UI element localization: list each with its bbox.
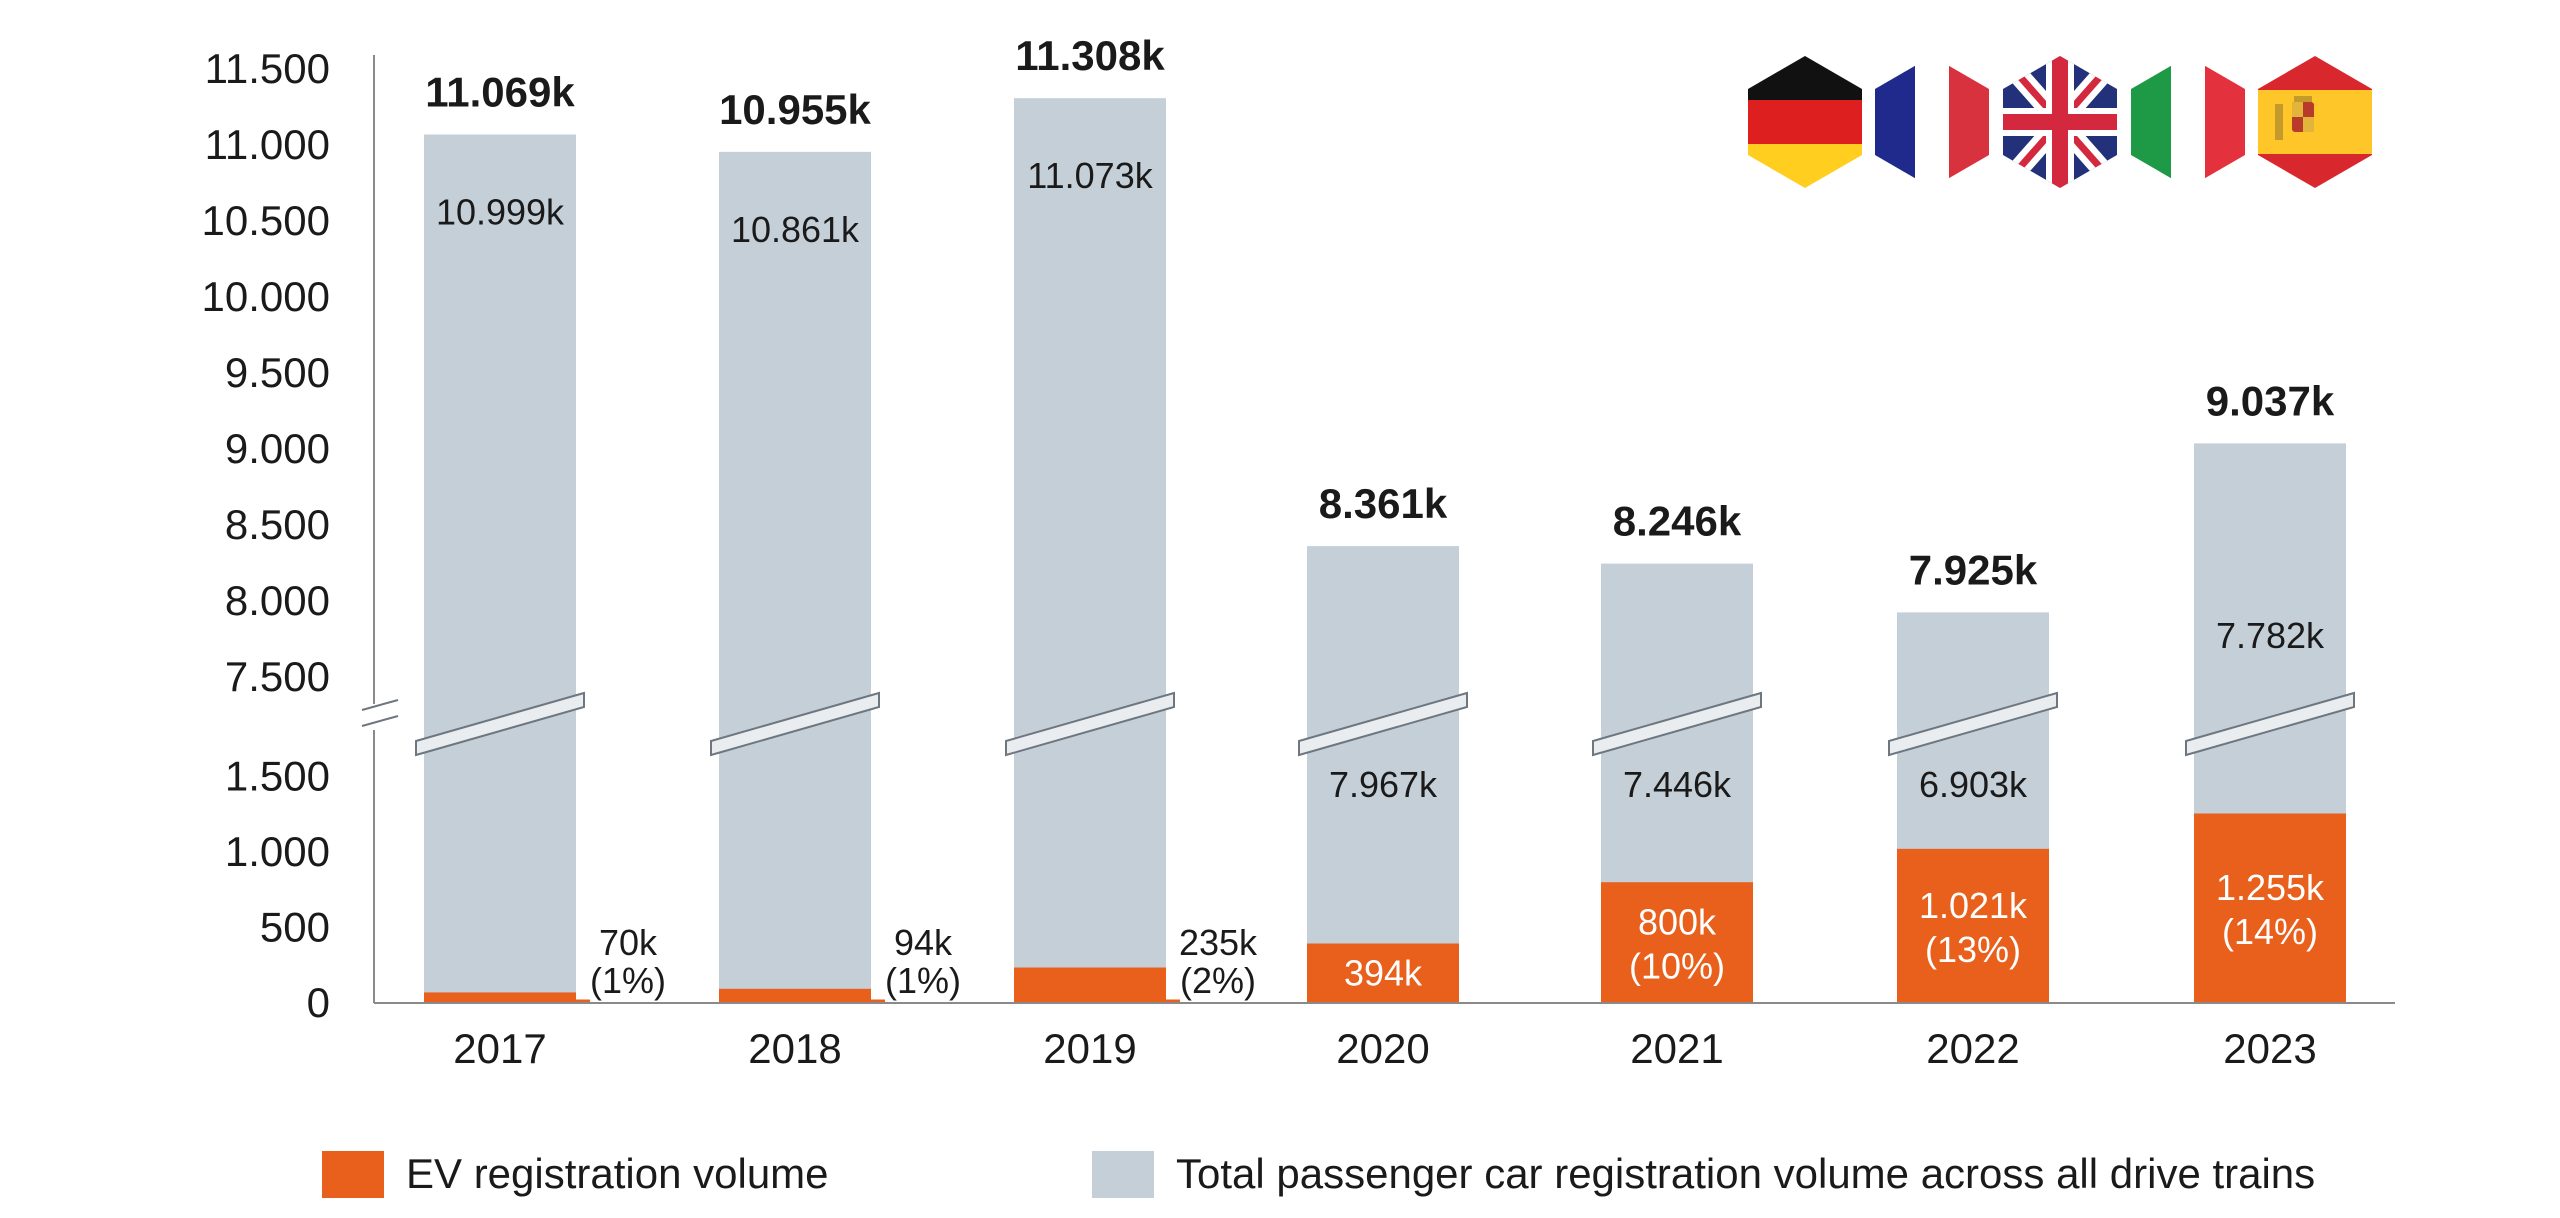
bar-ev-2022 [1897,848,2049,1003]
x-tick-label-2017: 2017 [453,1025,546,1072]
y-tick-label-500: 500 [260,904,330,951]
ev-share-label-2021: (10%) [1629,946,1725,987]
spain-flag [2258,56,2372,188]
axis-break-marker-2020 [1298,691,1468,757]
axis-break-marker-2018 [710,691,880,757]
axis-break-marker-2021 [1592,691,1762,757]
bar-ev-2017 [424,992,576,1003]
total-value-label-2021: 7.446k [1623,764,1732,805]
bar-ev-2020 [1307,943,1459,1003]
total-value-label-2017: 10.999k [436,192,565,233]
total-label-2020: 8.361k [1319,480,1448,527]
bar-ev-2021 [1601,882,1753,1003]
y-tick-label-8500: 8.500 [225,501,330,548]
y-tick-label-9000: 9.000 [225,425,330,472]
total-value-label-2020: 7.967k [1329,764,1438,805]
total-value-label-2023: 7.782k [2216,615,2325,656]
ev-value-label-2020: 394k [1344,953,1423,994]
bar-total-2020 [1307,546,1459,1003]
ev-value-label-2021: 800k [1638,902,1717,943]
total-label-2017: 11.069k [425,69,575,116]
uk-flag [2003,56,2117,188]
germany-flag [1748,56,1862,188]
total-value-label-2022: 6.903k [1919,764,2028,805]
ev-share-label-2019: (2%) [1180,960,1256,1001]
legend-ev-swatch [322,1151,384,1198]
ev-share-label-2018: (1%) [885,960,961,1001]
total-label-2021: 8.246k [1613,498,1742,545]
ev-share-label-2022: (13%) [1925,929,2021,970]
y-axis-break-mark-bottom [361,715,399,727]
y-tick-label-8000: 8.000 [225,577,330,624]
y-tick-label-10500: 10.500 [202,197,330,244]
bar-total-2018 [719,151,871,1004]
axis-break-marker-2023 [2185,691,2355,757]
axis-break-marker-2017 [415,691,585,757]
y-tick-label-9500: 9.500 [225,349,330,396]
y-tick-label-11500: 11.500 [205,45,330,92]
ev-value-label-2019: 235k [1179,922,1258,963]
bar-ev-2018 [719,988,871,1003]
bar-ev-2019 [1014,967,1166,1003]
bar-total-2019 [1014,98,1166,1003]
total-label-2018: 10.955k [719,86,871,133]
italy-flag [2131,56,2245,188]
x-tick-label-2020: 2020 [1336,1025,1429,1072]
axis-break-marker-2019 [1005,691,1175,757]
ev-value-label-2023: 1.255k [2216,867,2325,908]
bar-total-2017 [424,134,576,1004]
legend-ev-label: EV registration volume [406,1150,829,1197]
x-tick-label-2019: 2019 [1043,1025,1136,1072]
legend-total-swatch [1092,1151,1154,1198]
x-tick-label-2023: 2023 [2223,1025,2316,1072]
total-label-2019: 11.308k [1015,32,1165,79]
y-tick-label-1000: 1.000 [225,828,330,875]
ev-share-label-2023: (14%) [2222,911,2318,952]
y-tick-label-1500: 1.500 [225,753,330,800]
x-tick-label-2018: 2018 [748,1025,841,1072]
y-tick-label-7500: 7.500 [225,653,330,700]
legend-total-label: Total passenger car registration volume … [1176,1150,2315,1197]
total-value-label-2018: 10.861k [731,209,860,250]
france-flag [1875,56,1989,188]
spain-coat-of-arms-icon [2275,96,2314,140]
ev-value-label-2018: 94k [894,922,953,963]
plot-area: 11.069k10.999k70k(1%)201710.955k10.861k9… [202,32,2395,1072]
ev-value-label-2022: 1.021k [1919,885,2028,926]
total-label-2023: 9.037k [2206,377,2335,424]
legend: EV registration volume Total passenger c… [322,1150,2315,1198]
bar-ev-2023 [2194,813,2346,1003]
y-tick-label-11000: 11.000 [205,121,330,168]
x-tick-label-2021: 2021 [1630,1025,1723,1072]
total-value-label-2019: 11.073k [1027,155,1153,196]
ev-share-label-2017: (1%) [590,960,666,1001]
axis-break-marker-2022 [1888,691,2058,757]
y-tick-label-10000: 10.000 [202,273,330,320]
country-flags [1748,56,2372,188]
y-axis-break-mark-top [361,699,399,711]
x-tick-label-2022: 2022 [1926,1025,2019,1072]
total-label-2022: 7.925k [1909,546,2038,593]
y-tick-label-0: 0 [307,979,330,1026]
ev-value-label-2017: 70k [599,922,658,963]
